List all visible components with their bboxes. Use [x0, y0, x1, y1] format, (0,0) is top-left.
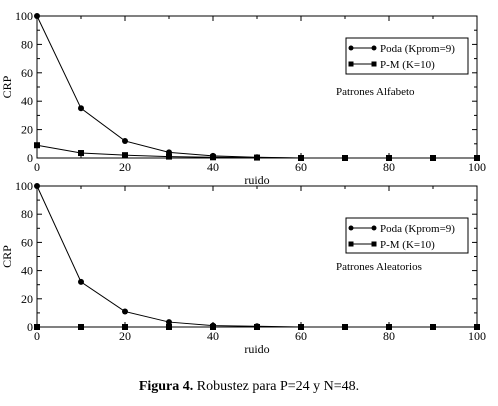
x-tick-label: 100 — [468, 329, 486, 343]
legend-marker-pm — [348, 241, 354, 247]
data-point-pm — [34, 142, 40, 149]
y-tick-label: 100 — [15, 9, 33, 23]
x-tick-label: 80 — [383, 329, 395, 343]
legend-marker-pm — [348, 61, 354, 67]
data-point-pm — [122, 152, 128, 159]
legend-marker-poda — [371, 45, 377, 51]
y-tick-label: 20 — [21, 292, 33, 306]
data-point-pm — [166, 153, 172, 160]
x-tick-label: 60 — [295, 329, 307, 343]
figure-caption: Figura 4. Robustez para P=24 y N=48. — [0, 379, 498, 395]
x-tick-label: 0 — [34, 160, 40, 174]
data-point-pm — [166, 324, 172, 330]
caption-text: Robustez para P=24 y N=48. — [193, 379, 360, 394]
legend-label: P-M (K=10) — [380, 239, 435, 251]
x-tick-label: 80 — [383, 160, 395, 174]
legend-label: Poda (Kprom=9) — [380, 43, 455, 55]
legend-marker-pm — [371, 61, 377, 67]
x-tick-label: 100 — [468, 160, 486, 174]
x-axis-label: ruido — [244, 173, 269, 187]
x-tick-label: 60 — [295, 160, 307, 174]
caption-label: Figura 4. — [138, 379, 194, 394]
y-tick-label: 60 — [21, 66, 33, 80]
x-tick-label: 40 — [207, 160, 219, 174]
legend-marker-poda — [348, 225, 354, 231]
data-point-poda — [122, 137, 128, 144]
x-axis-label: ruido — [244, 342, 269, 356]
data-point-pm — [386, 324, 392, 330]
y-tick-label: 80 — [21, 207, 33, 221]
plot-frame — [36, 185, 478, 328]
legend-marker-poda — [348, 45, 354, 51]
data-point-poda — [78, 105, 84, 112]
data-point-poda — [166, 319, 172, 326]
data-point-pm — [254, 154, 260, 161]
y-tick-label: 100 — [15, 179, 33, 193]
legend-label: P-M (K=10) — [380, 59, 435, 71]
chart-alfabeto: 0 20 40 60 80 100 0 20 40 60 80 100 ruido CRP Poda (Kp… — [0, 9, 486, 187]
data-point-poda — [34, 183, 40, 189]
x-tick-label: 40 — [207, 329, 219, 343]
y-axis-label: CRP — [0, 245, 14, 268]
data-point-pm — [210, 324, 216, 330]
data-point-pm — [430, 155, 436, 161]
data-point-pm — [78, 150, 84, 157]
data-point-poda — [34, 13, 40, 19]
data-point-poda — [122, 308, 128, 315]
x-tick-label: 0 — [34, 329, 40, 343]
data-point-poda — [78, 278, 84, 285]
y-tick-label: 0 — [27, 320, 33, 334]
series-line-poda — [36, 185, 477, 328]
legend-box — [345, 217, 469, 254]
legend-marker-poda — [371, 225, 377, 231]
legend-marker-pm — [371, 241, 377, 247]
data-point-pm — [78, 324, 84, 330]
data-point-pm — [430, 324, 436, 330]
x-tick-label: 20 — [119, 329, 131, 343]
legend-label: Poda (Kprom=9) — [380, 223, 455, 235]
y-tick-label: 40 — [21, 94, 33, 108]
data-point-pm — [386, 155, 392, 161]
y-tick-label: 80 — [21, 37, 33, 51]
x-tick-label: 20 — [119, 160, 131, 174]
y-tick-label: 40 — [21, 264, 33, 278]
data-point-pm — [474, 155, 480, 161]
y-tick-label: 20 — [21, 123, 33, 137]
data-point-pm — [34, 324, 40, 330]
y-axis-label: CRP — [0, 75, 14, 98]
data-point-pm — [474, 324, 480, 330]
data-point-pm — [298, 324, 304, 330]
data-point-pm — [254, 324, 260, 330]
data-point-pm — [122, 324, 128, 330]
data-point-pm — [210, 154, 216, 161]
chart-aleatorios: 0 20 40 60 80 100 0 20 40 60 80 100 ruido CRP Poda (Kp… — [0, 179, 486, 356]
data-point-pm — [298, 155, 304, 161]
legend-box — [345, 37, 469, 75]
data-point-pm — [342, 155, 348, 161]
y-tick-label: 60 — [21, 235, 33, 249]
data-point-pm — [342, 324, 348, 330]
chart-annotation: Patrones Aleatorios — [336, 261, 422, 273]
y-tick-label: 0 — [27, 151, 33, 165]
chart-annotation: Patrones Alfabeto — [336, 86, 415, 98]
